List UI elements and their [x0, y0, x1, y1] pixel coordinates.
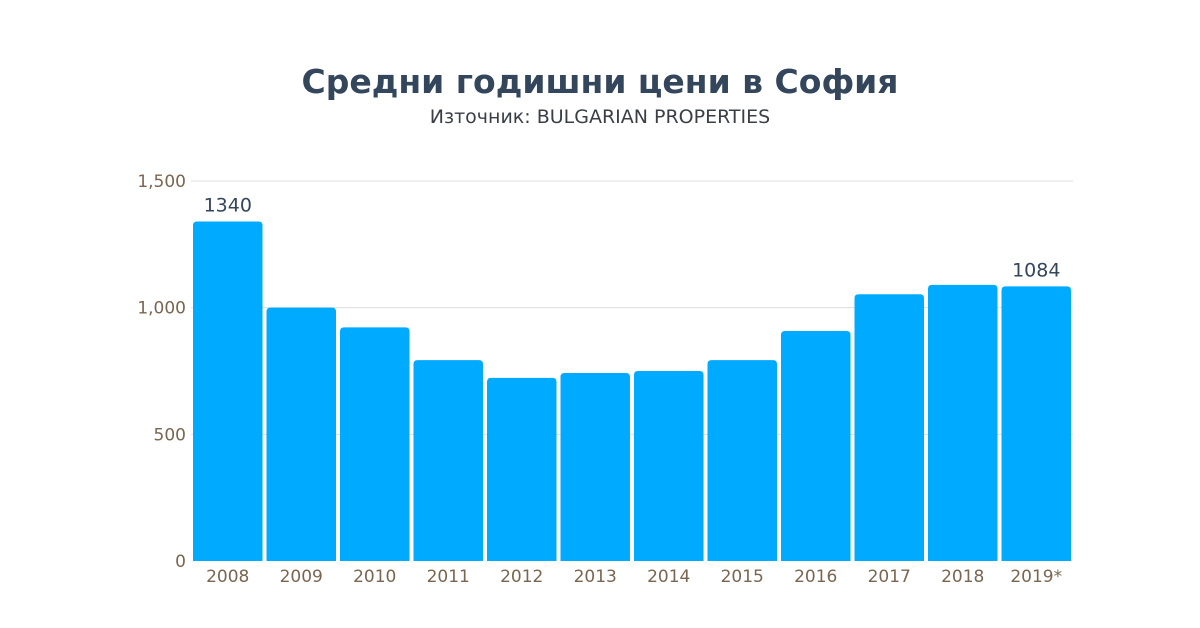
data-label: 1340 [204, 195, 252, 217]
y-tick-label: 0 [175, 552, 186, 572]
x-tick-label: 2017 [868, 567, 911, 587]
x-tick-label: 2013 [574, 567, 617, 587]
bar-2018 [928, 284, 998, 561]
chart-title: Средни годишни цени в София [301, 62, 899, 101]
chart-subtitle: Източник: BULGARIAN PROPERTIES [429, 106, 771, 128]
x-tick-label: 2011 [427, 567, 470, 587]
bar-2015 [707, 360, 777, 561]
bar-2013 [560, 373, 630, 561]
bar-2010 [340, 327, 410, 561]
data-label: 1084 [1012, 259, 1060, 281]
x-tick-label: 2015 [721, 567, 764, 587]
bar-2014 [634, 371, 704, 561]
x-tick-label: 2010 [353, 567, 396, 587]
y-tick-label: 1,500 [137, 172, 186, 192]
x-tick-label: 2012 [500, 567, 543, 587]
x-tick-label: 2016 [794, 567, 837, 587]
bar-2019* [1001, 286, 1071, 561]
y-tick-label: 1,000 [137, 299, 186, 319]
y-tick-label: 500 [154, 425, 186, 445]
bar-2011 [413, 360, 483, 561]
x-tick-label: 2019* [1010, 567, 1062, 587]
x-tick-label: 2009 [280, 567, 323, 587]
bar-2009 [266, 307, 336, 561]
bar-2017 [854, 294, 924, 561]
bar-2008 [193, 221, 263, 562]
x-tick-label: 2014 [647, 567, 690, 587]
bar-2016 [781, 330, 851, 561]
x-tick-label: 2018 [941, 567, 984, 587]
bar-2012 [487, 377, 557, 561]
x-tick-label: 2008 [206, 567, 249, 587]
